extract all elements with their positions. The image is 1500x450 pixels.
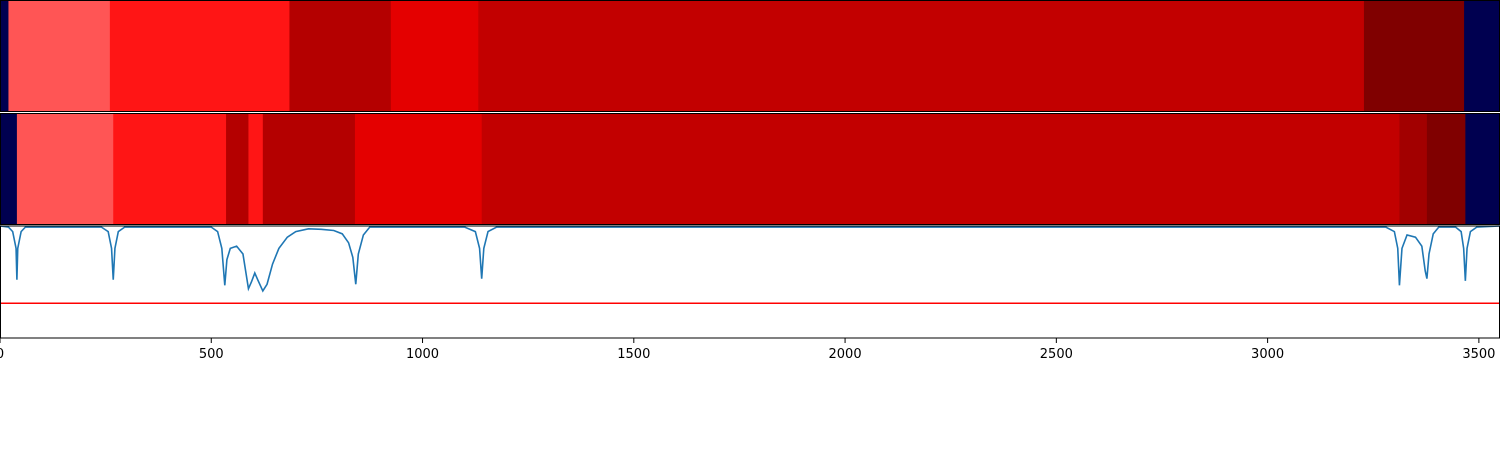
signal-line <box>0 225 1500 293</box>
x-tick-label: 2500 <box>1040 347 1073 362</box>
heatmap-segment <box>478 1 1365 112</box>
x-tick-label: 2000 <box>829 347 862 362</box>
heatmap-segment <box>226 114 249 225</box>
line-panel <box>0 225 1500 339</box>
heatmap-segment <box>262 114 356 225</box>
x-tick-label: 1500 <box>617 347 650 362</box>
heatmap-track-2 <box>0 113 1500 225</box>
heatmap-tracks <box>0 0 1500 225</box>
heatmap-segment <box>1399 114 1428 225</box>
heatmap-segment <box>1426 114 1466 225</box>
heatmap-segment <box>1465 114 1500 225</box>
heatmap-segment <box>0 114 18 225</box>
heatmap-segment <box>248 114 264 225</box>
heatmap-segment <box>289 1 392 112</box>
heatmap-segment <box>1464 1 1500 112</box>
x-tick-label: 1000 <box>406 347 439 362</box>
heatmap-segment <box>16 114 114 225</box>
heatmap-segment <box>113 114 227 225</box>
heatmap-segment <box>8 1 111 112</box>
heatmap-track-1 <box>0 0 1500 112</box>
heatmap-segment <box>0 1 9 112</box>
x-axis: 0 500 1000 1500 2000 2500 3000 3500 <box>0 338 1495 362</box>
x-tick-label: 3500 <box>1462 347 1495 362</box>
heatmap-segment <box>354 114 483 225</box>
heatmap-segment <box>109 1 290 112</box>
x-tick-label: 500 <box>199 347 224 362</box>
x-tick-label: 0 <box>0 347 4 362</box>
heatmap-segment <box>390 1 479 112</box>
x-tick-label: 3000 <box>1251 347 1284 362</box>
heatmap-segment <box>481 114 1400 225</box>
heatmap-segment <box>1363 1 1465 112</box>
